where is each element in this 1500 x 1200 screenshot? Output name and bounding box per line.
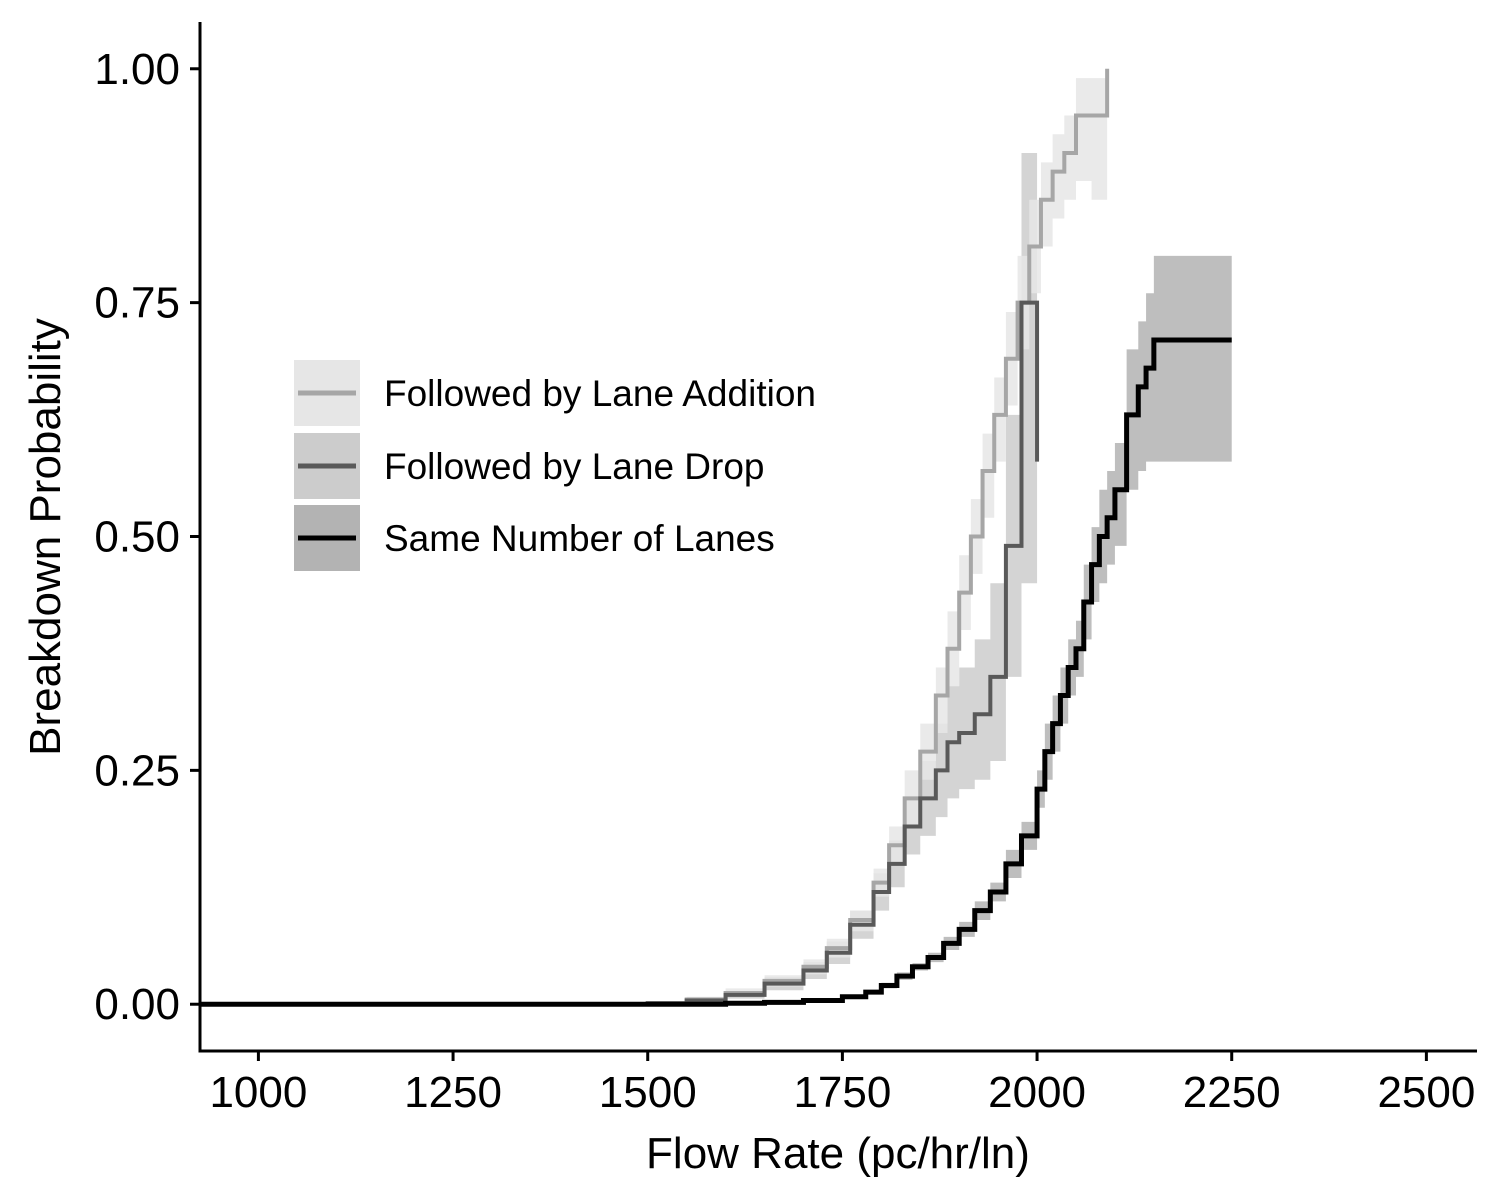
x-tick-label: 1750 xyxy=(793,1068,891,1117)
y-tick-label: 1.00 xyxy=(94,45,180,94)
x-tick-label: 2500 xyxy=(1377,1068,1475,1117)
x-tick-label: 2000 xyxy=(988,1068,1086,1117)
legend-label: Followed by Lane Drop xyxy=(384,446,765,487)
x-tick-label: 1250 xyxy=(404,1068,502,1117)
band-1 xyxy=(200,152,1038,1005)
series-line-0 xyxy=(200,68,1110,1007)
legend-label: Followed by Lane Addition xyxy=(384,373,816,414)
x-tick-label: 1500 xyxy=(599,1068,697,1117)
y-tick-label: 0.75 xyxy=(94,279,180,328)
x-axis-title: Flow Rate (pc/hr/ln) xyxy=(646,1129,1030,1178)
series-line-1 xyxy=(200,300,1040,1007)
x-tick-label: 1000 xyxy=(209,1068,307,1117)
legend: Followed by Lane Addition Followed by Lan… xyxy=(294,360,816,571)
y-axis-title: Breakdown Probability xyxy=(21,318,70,756)
series-line-2 xyxy=(200,337,1232,1007)
y-tick-label: 0.25 xyxy=(94,746,180,795)
legend-label: Same Number of Lanes xyxy=(384,518,775,559)
y-axis-ticks: 0.00 0.25 0.50 0.75 1.00 xyxy=(94,45,200,1029)
x-axis-ticks: 1000 1250 1500 1750 2000 2250 2500 xyxy=(209,1051,1475,1117)
series-lines xyxy=(200,68,1232,1007)
x-tick-label: 2250 xyxy=(1183,1068,1281,1117)
y-tick-label: 0.50 xyxy=(94,513,180,562)
y-tick-label: 0.00 xyxy=(94,980,180,1029)
